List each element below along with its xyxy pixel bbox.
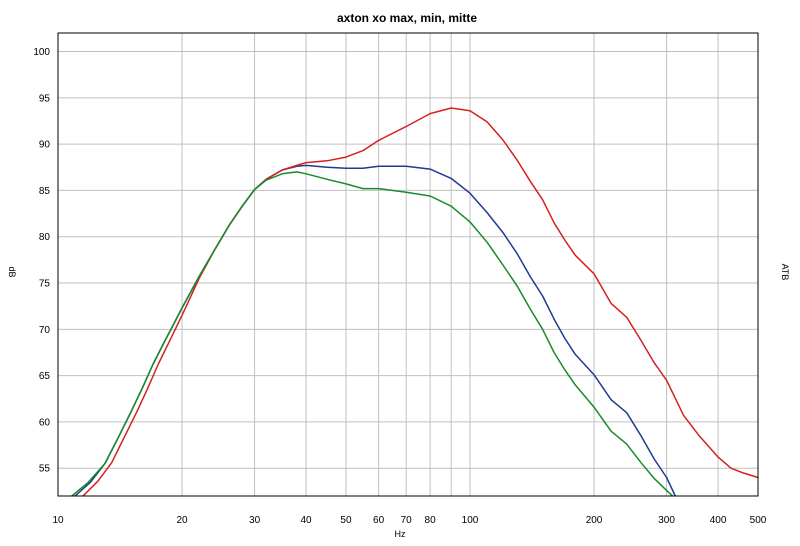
y-tick-label: 55 xyxy=(39,464,51,475)
y-tick-label: 80 xyxy=(39,232,51,243)
y-tick-label: 75 xyxy=(39,279,51,290)
x-tick-label: 50 xyxy=(340,515,352,526)
x-tick-label: 20 xyxy=(176,515,188,526)
x-tick-label: 400 xyxy=(710,515,727,526)
y-tick-label: 85 xyxy=(39,186,51,197)
series-line xyxy=(74,164,676,497)
x-tick-label: 100 xyxy=(462,515,479,526)
y-axis-label-right: ATB xyxy=(780,264,790,281)
x-tick-label: 200 xyxy=(586,515,603,526)
chart-title: axton xo max, min, mitte xyxy=(337,11,477,25)
plot-frame xyxy=(57,32,759,497)
x-tick-label: 10 xyxy=(52,515,64,526)
y-tick-labels: 55 60 65 70 75 80 85 90 95 100 xyxy=(33,47,50,475)
series-line xyxy=(82,107,759,497)
y-tick-label: 100 xyxy=(33,47,50,58)
x-tick-label: 70 xyxy=(401,515,413,526)
x-tick-label: 500 xyxy=(750,515,767,526)
y-tick-label: 90 xyxy=(39,140,51,151)
y-tick-label: 60 xyxy=(39,417,51,428)
y-tick-label: 65 xyxy=(39,371,51,382)
x-tick-label: 300 xyxy=(658,515,675,526)
series-lines xyxy=(71,107,759,497)
grid-lines xyxy=(57,33,759,496)
x-tick-labels: 10 20 30 40 50 60 70 80 100 200 300 400 500 xyxy=(52,515,766,526)
x-tick-label: 30 xyxy=(249,515,261,526)
y-tick-label: 95 xyxy=(39,93,51,104)
series-line xyxy=(71,171,674,497)
y-axis-label: dB xyxy=(7,266,17,277)
x-tick-label: 60 xyxy=(373,515,385,526)
y-tick-label: 70 xyxy=(39,325,51,336)
x-axis-label: Hz xyxy=(395,529,406,539)
x-tick-label: 80 xyxy=(425,515,437,526)
x-tick-label: 40 xyxy=(300,515,312,526)
